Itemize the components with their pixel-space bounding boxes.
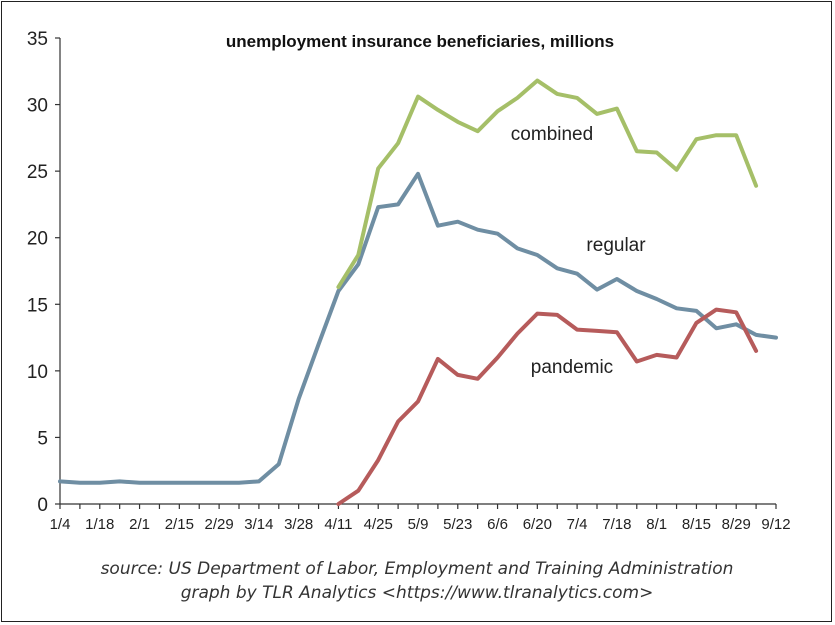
x-tick-label: 8/29 xyxy=(722,516,751,533)
x-tick-label: 9/12 xyxy=(761,516,790,533)
x-tick-label: 7/18 xyxy=(602,516,631,533)
chart-title: unemployment insurance beneficiaries, mi… xyxy=(226,32,614,51)
x-tick-label: 1/18 xyxy=(85,516,114,533)
y-tick-label: 25 xyxy=(27,162,48,183)
x-tick-label: 6/6 xyxy=(487,516,508,533)
series-line-combined xyxy=(336,78,759,289)
series-layer xyxy=(58,78,778,506)
y-axis: 0 5 10 15 20 25 30 35 xyxy=(27,29,61,516)
y-tick-label: 15 xyxy=(27,295,48,316)
x-tick-label: 2/29 xyxy=(205,516,234,533)
x-axis: 1/4 1/18 2/1 2/15 2/29 3/14 3/28 4/11 4/25 5/9 5/2… xyxy=(50,503,791,533)
series-label-regular: regular xyxy=(586,235,646,256)
y-tick-label: 30 xyxy=(27,96,48,117)
y-tick-label: 10 xyxy=(27,362,48,383)
x-tick-label: 5/9 xyxy=(408,516,429,533)
y-tick-label: 35 xyxy=(27,29,48,50)
series-line-pandemic xyxy=(336,307,759,506)
x-tick-label: 8/15 xyxy=(682,516,711,533)
series-label-pandemic: pandemic xyxy=(531,357,613,378)
x-tick-label: 2/1 xyxy=(129,516,150,533)
x-tick-label: 4/11 xyxy=(324,516,352,533)
x-tick-label: 3/28 xyxy=(284,516,313,533)
x-tick-label: 3/14 xyxy=(244,516,273,533)
y-tick-label: 20 xyxy=(27,229,48,250)
source-line-1: source: US Department of Labor, Employme… xyxy=(101,559,734,579)
series-label-combined: combined xyxy=(511,124,593,145)
y-tick-label: 0 xyxy=(37,495,48,516)
source-line-2: graph by TLR Analytics <https://www.tlra… xyxy=(181,583,654,603)
x-tick-label: 2/15 xyxy=(165,516,194,533)
x-tick-label: 5/23 xyxy=(443,516,472,533)
x-tick-label: 4/25 xyxy=(364,516,393,533)
x-tick-label: 8/1 xyxy=(646,516,667,533)
y-tick-label: 5 xyxy=(37,428,48,449)
series-line-regular xyxy=(58,171,778,485)
x-tick-label: 6/20 xyxy=(523,516,552,533)
x-tick-label: 1/4 xyxy=(50,516,71,533)
x-tick-label: 7/4 xyxy=(567,516,588,533)
